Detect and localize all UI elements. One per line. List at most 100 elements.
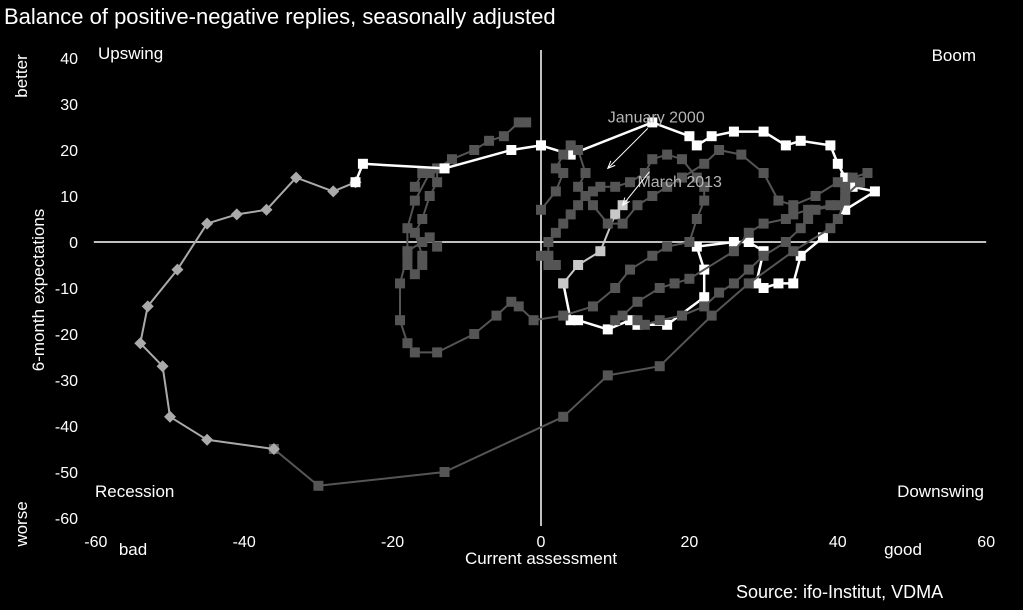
y-end-label-worse: worse: [12, 501, 31, 547]
data-point: [565, 315, 576, 326]
data-point: [862, 168, 873, 178]
y-tick-label: 40: [60, 51, 78, 68]
data-point: [550, 227, 561, 238]
data-point: [141, 300, 154, 313]
data-point: [758, 126, 769, 137]
data-point: [424, 232, 435, 243]
data-point: [550, 260, 561, 270]
data-point: [647, 191, 658, 201]
data-point: [164, 410, 176, 423]
data-point: [676, 154, 687, 165]
data-point: [617, 218, 628, 229]
data-point: [825, 140, 836, 151]
x-end-label-good: good: [884, 540, 922, 559]
data-point: [543, 237, 554, 247]
annotation-arrowhead: [606, 160, 616, 170]
data-point: [409, 347, 420, 358]
data-point: [699, 292, 710, 303]
data-point: [625, 264, 636, 275]
annotation-arrowhead: [621, 197, 630, 207]
data-point: [728, 246, 739, 257]
data-point: [602, 324, 613, 335]
data-point: [498, 131, 509, 142]
data-point: [825, 223, 836, 234]
data-point: [610, 181, 621, 192]
series-7: [350, 140, 546, 188]
data-point: [743, 237, 754, 247]
data-point: [432, 177, 443, 188]
data-point: [662, 181, 673, 192]
data-point: [558, 149, 569, 160]
data-point: [402, 246, 413, 257]
data-point: [706, 310, 717, 321]
data-point: [847, 181, 858, 192]
data-point: [699, 195, 710, 206]
data-point: [728, 126, 739, 137]
data-point: [395, 278, 406, 289]
data-point: [795, 223, 806, 234]
data-point: [230, 208, 243, 221]
data-point: [714, 145, 725, 155]
data-point: [402, 260, 413, 270]
data-point: [706, 131, 717, 142]
y-tick-label: -10: [55, 281, 78, 298]
data-point: [676, 310, 687, 321]
data-point: [484, 135, 495, 146]
data-point: [565, 140, 576, 151]
data-point: [550, 163, 561, 174]
y-axis-title: 6-month expectations: [29, 209, 48, 372]
data-point: [602, 370, 613, 381]
data-point: [446, 154, 457, 165]
data-point: [290, 171, 303, 184]
data-point: [587, 200, 598, 211]
data-point: [788, 209, 799, 220]
data-point: [773, 195, 784, 206]
x-tick-label: 60: [977, 534, 995, 551]
data-point: [647, 117, 658, 128]
data-point: [788, 246, 799, 257]
data-point: [260, 203, 273, 216]
series-layer: [134, 117, 880, 491]
y-tick-label: 30: [60, 97, 78, 114]
source-note: Source: ifo-Institut, VDMA: [736, 582, 944, 602]
data-point: [528, 315, 539, 326]
axes: [93, 50, 987, 526]
y-tick-label: -50: [55, 465, 78, 482]
data-point: [840, 181, 851, 192]
data-point: [699, 301, 710, 312]
data-point: [439, 163, 450, 174]
data-point: [417, 260, 428, 270]
quadrant-label-recession: Recession: [95, 482, 174, 501]
data-point: [758, 250, 769, 261]
data-point: [758, 168, 769, 178]
data-point: [558, 168, 569, 178]
data-point: [573, 200, 584, 211]
data-point: [773, 278, 784, 289]
data-point: [869, 186, 880, 197]
data-point: [780, 140, 791, 151]
data-point: [409, 195, 420, 206]
data-point: [409, 181, 420, 192]
data-point: [743, 278, 754, 289]
data-point: [417, 237, 428, 247]
data-point: [647, 250, 658, 261]
data-point: [602, 218, 613, 229]
data-point: [654, 315, 665, 326]
y-tick-label: 10: [60, 189, 78, 206]
data-point: [662, 149, 673, 160]
data-point: [691, 241, 702, 252]
data-point: [587, 186, 598, 197]
data-point: [825, 200, 836, 211]
x-tick-label: -20: [381, 534, 404, 551]
data-point: [156, 360, 169, 373]
data-point: [840, 204, 851, 215]
data-point: [654, 361, 665, 372]
data-point: [699, 158, 710, 169]
data-point: [409, 269, 420, 280]
data-point: [506, 296, 517, 307]
annotation-label: January 2000: [608, 109, 705, 126]
data-point: [728, 237, 739, 247]
data-point: [743, 227, 754, 238]
data-point: [840, 172, 851, 183]
data-point: [595, 181, 606, 192]
